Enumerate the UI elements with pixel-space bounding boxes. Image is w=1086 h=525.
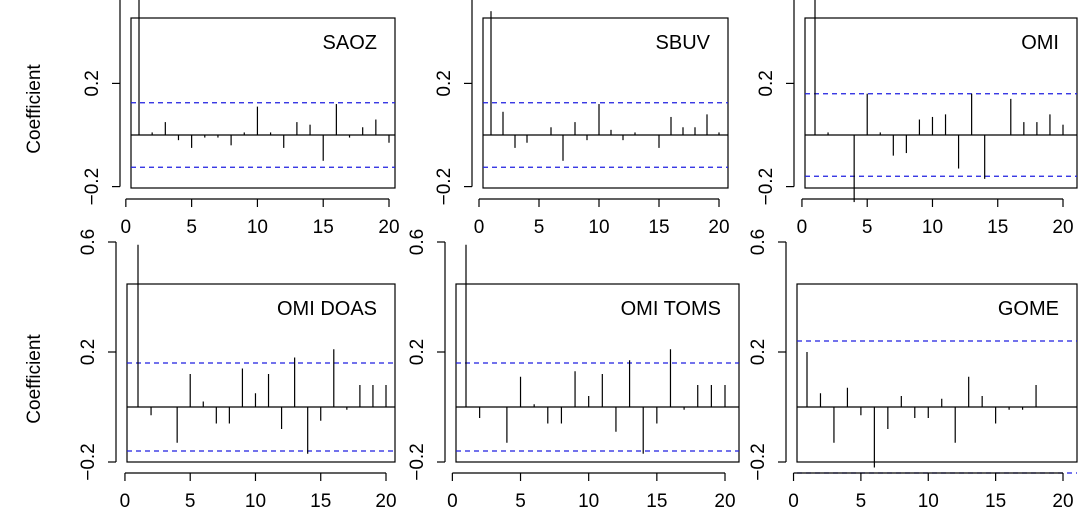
x-tick-label: 0 bbox=[788, 491, 799, 512]
x-tick-label: 10 bbox=[578, 491, 599, 512]
x-tick-label: 5 bbox=[185, 491, 196, 512]
y-axis-label: Coefficient bbox=[24, 64, 45, 154]
panel-title: SAOZ bbox=[323, 32, 377, 54]
x-tick-label: 15 bbox=[646, 491, 667, 512]
x-tick-label: 15 bbox=[985, 491, 1006, 512]
panel-title: OMI bbox=[1021, 32, 1059, 54]
x-tick-label: 5 bbox=[534, 217, 545, 238]
x-tick-label: 5 bbox=[856, 491, 867, 512]
y-tick-label: 0.6 bbox=[748, 229, 769, 255]
y-tick-label: 0.6 bbox=[407, 229, 428, 255]
x-tick-label: 5 bbox=[186, 217, 197, 238]
plot-frame bbox=[455, 283, 740, 463]
x-tick-label: 0 bbox=[474, 217, 485, 238]
acf-panel: 0 5 10 15 20 −0.2 0.2 0.6 GOME bbox=[748, 229, 1078, 512]
x-tick-label: 10 bbox=[247, 217, 268, 238]
plot-frame bbox=[804, 17, 1078, 189]
x-tick-label: 15 bbox=[310, 491, 331, 512]
y-tick-label: 0.2 bbox=[748, 339, 769, 365]
panel-title: OMI TOMS bbox=[621, 298, 721, 320]
x-tick-label: 0 bbox=[121, 217, 132, 238]
panel-title: SBUV bbox=[656, 32, 711, 54]
y-tick-label: −0.2 bbox=[748, 443, 769, 481]
x-tick-label: 20 bbox=[375, 491, 396, 512]
x-tick-label: 20 bbox=[708, 217, 729, 238]
y-tick-label: 0.2 bbox=[756, 70, 777, 96]
y-tick-label: −0.2 bbox=[756, 168, 777, 206]
x-tick-label: 5 bbox=[515, 491, 526, 512]
x-tick-label: 20 bbox=[378, 217, 399, 238]
y-tick-label: 0.2 bbox=[407, 339, 428, 365]
x-tick-label: 20 bbox=[1052, 217, 1073, 238]
x-tick-label: 5 bbox=[862, 217, 873, 238]
y-tick-label: −0.2 bbox=[78, 443, 99, 481]
acf-panel: 0 5 10 15 20 −0.2 0.2 0.6 OMI TOMS bbox=[407, 229, 740, 512]
y-axis-label: Coefficient bbox=[24, 334, 45, 424]
x-tick-label: 20 bbox=[714, 491, 735, 512]
x-tick-label: 0 bbox=[797, 217, 808, 238]
x-tick-label: 15 bbox=[648, 217, 669, 238]
x-tick-label: 0 bbox=[447, 491, 458, 512]
panel-title: OMI DOAS bbox=[277, 298, 377, 320]
x-tick-label: 10 bbox=[245, 491, 266, 512]
x-tick-label: 10 bbox=[588, 217, 609, 238]
x-tick-label: 15 bbox=[987, 217, 1008, 238]
x-tick-label: 0 bbox=[120, 491, 131, 512]
y-tick-label: −0.2 bbox=[434, 168, 455, 206]
x-tick-label: 10 bbox=[918, 491, 939, 512]
acf-panel: 0 5 10 15 20 −0.2 0.2 0.6 OMI DOAS Coefficient bbox=[24, 229, 397, 512]
y-tick-label: 0.6 bbox=[78, 229, 99, 255]
y-tick-label: −0.2 bbox=[407, 443, 428, 481]
y-tick-label: −0.2 bbox=[82, 168, 103, 206]
x-tick-label: 10 bbox=[922, 217, 943, 238]
x-tick-label: 20 bbox=[1052, 491, 1073, 512]
panel-title: GOME bbox=[998, 298, 1059, 320]
y-tick-label: 0.2 bbox=[78, 339, 99, 365]
plot-frame bbox=[796, 283, 1078, 463]
plot-frame bbox=[126, 283, 396, 463]
y-tick-label: 0.2 bbox=[82, 70, 103, 96]
y-tick-label: 0.2 bbox=[434, 70, 455, 96]
x-tick-label: 15 bbox=[313, 217, 334, 238]
